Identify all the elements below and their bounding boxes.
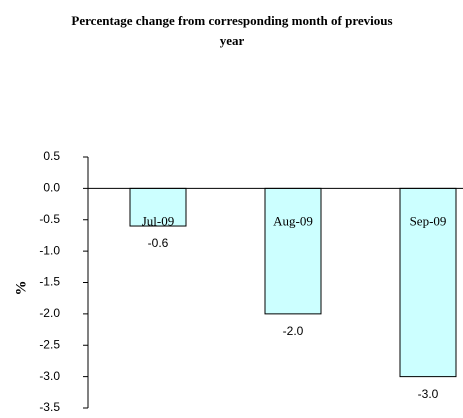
y-tick-label: -3.5 <box>39 400 60 414</box>
bar <box>399 187 457 378</box>
chart-title: Percentage change from corresponding mon… <box>71 13 392 48</box>
value-label: -2.0 <box>283 324 304 338</box>
y-tick-label: -2.5 <box>39 337 60 351</box>
y-tick-label: -3.0 <box>39 369 60 383</box>
y-tick-label: -0.5 <box>39 212 60 226</box>
y-tick-label: 0.0 <box>43 181 60 195</box>
x-tick-label: Sep-09 <box>410 213 447 228</box>
value-label: -0.6 <box>148 236 169 250</box>
y-tick-label: -2.0 <box>39 306 60 320</box>
x-tick-label: Aug-09 <box>273 213 313 228</box>
x-tick-label: Jul-09 <box>142 213 175 228</box>
bar <box>264 187 322 315</box>
y-tick-label: -1.5 <box>39 275 60 289</box>
value-label: -3.0 <box>418 387 439 401</box>
y-tick-label: 0.5 <box>43 149 60 163</box>
y-axis-label: % <box>13 281 29 296</box>
y-tick-label: -1.0 <box>39 243 60 257</box>
